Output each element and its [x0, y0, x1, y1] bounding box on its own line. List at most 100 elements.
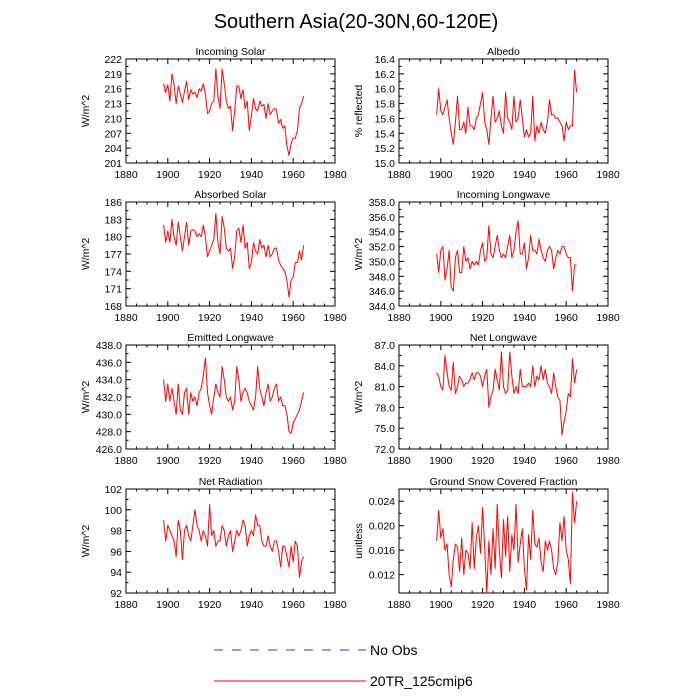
- y-tick-label: 16.0: [375, 84, 396, 96]
- y-tick-label: 0.016: [369, 545, 395, 557]
- y-tick-label: 210: [104, 113, 122, 125]
- y-tick-label: 180: [104, 232, 122, 244]
- y-tick-label: 15.4: [375, 128, 396, 140]
- x-tick-label: 1900: [156, 169, 180, 181]
- x-tick-label: 1900: [156, 312, 180, 324]
- y-tick-label: 15.0: [375, 158, 396, 170]
- x-tick-label: 1940: [513, 455, 537, 467]
- x-tick-label: 1940: [513, 599, 537, 611]
- panel-title: Emitted Longwave: [187, 332, 274, 344]
- y-tick-label: 358.0: [369, 197, 395, 209]
- y-tick-label: 219: [104, 69, 122, 81]
- legend-label-20tr: 20TR_125cmip6: [370, 673, 473, 689]
- x-tick-label: 1920: [198, 599, 222, 611]
- x-tick-label: 1900: [429, 169, 453, 181]
- panel-ground-snow-covered-fraction: Ground Snow Covered Fraction unitless 1880…: [353, 476, 620, 611]
- panel-title: Net Longwave: [470, 332, 537, 344]
- y-tick-label: 434.0: [96, 375, 122, 387]
- panel-incoming-longwave: Incoming Longwave W/m^2 1880 1900 1920 1940 19…: [353, 189, 620, 324]
- y-tick-label: 348.0: [369, 271, 395, 283]
- x-tick-label: 1980: [323, 599, 347, 611]
- panel-absorbed-solar: Absorbed Solar W/m^2 1880 1900 1920 1940 1960 1…: [80, 189, 347, 324]
- panel-net-radiation: Net Radiation W/m^2 1880 1900 1920 1940 1960 19…: [80, 476, 347, 611]
- y-tick-label: 430.0: [96, 409, 122, 421]
- x-tick-label: 1920: [471, 312, 495, 324]
- x-tick-label: 1960: [282, 455, 306, 467]
- panel-title: Net Radiation: [199, 476, 263, 488]
- y-tick-label: 346.0: [369, 286, 395, 298]
- y-tick-label: 222: [104, 54, 122, 66]
- y-axis-label: W/m^2: [353, 381, 365, 414]
- y-tick-label: 201: [104, 158, 122, 170]
- x-tick-label: 1880: [114, 599, 138, 611]
- y-tick-label: 186: [104, 197, 122, 209]
- y-tick-label: 96: [110, 546, 122, 558]
- y-tick-label: 426.0: [96, 444, 122, 456]
- legend: No Obs 20TR_125cmip6: [214, 642, 473, 689]
- x-tick-label: 1940: [240, 599, 264, 611]
- y-tick-label: 98: [110, 526, 122, 538]
- series-line-20tr-125cmip6: [436, 351, 578, 436]
- y-tick-label: 84.0: [375, 361, 396, 373]
- x-tick-label: 1880: [387, 599, 411, 611]
- panel-title: Incoming Longwave: [457, 189, 551, 201]
- y-tick-label: 204: [104, 143, 122, 155]
- x-tick-label: 1920: [471, 455, 495, 467]
- legend-label-no-obs: No Obs: [370, 642, 417, 658]
- x-tick-label: 1900: [429, 312, 453, 324]
- y-tick-label: 177: [104, 249, 122, 261]
- series-line-20tr-125cmip6: [163, 357, 305, 434]
- y-tick-label: 15.2: [375, 143, 396, 155]
- series-line-20tr-125cmip6: [163, 504, 305, 578]
- x-tick-label: 1920: [198, 455, 222, 467]
- y-axis-label: W/m^2: [80, 95, 92, 128]
- y-tick-label: 0.020: [369, 521, 395, 533]
- series-line-20tr-125cmip6: [436, 69, 578, 145]
- x-tick-label: 1880: [114, 455, 138, 467]
- y-tick-label: 352.0: [369, 242, 395, 254]
- y-tick-label: 356.0: [369, 212, 395, 224]
- y-tick-label: 168: [104, 301, 122, 313]
- x-tick-label: 1940: [513, 169, 537, 181]
- y-tick-label: 171: [104, 284, 122, 296]
- panel-title: Incoming Solar: [195, 46, 266, 58]
- y-tick-label: 81.0: [375, 382, 396, 394]
- y-tick-label: 94: [110, 567, 122, 579]
- y-tick-label: 438.0: [96, 340, 122, 352]
- x-tick-label: 1980: [596, 169, 620, 181]
- x-tick-label: 1980: [596, 599, 620, 611]
- panel-net-longwave: Net Longwave W/m^2 1880 1900 1920 1940 1960 198…: [353, 332, 620, 467]
- x-tick-label: 1880: [387, 169, 411, 181]
- y-tick-label: 15.8: [375, 99, 396, 111]
- x-tick-label: 1940: [240, 455, 264, 467]
- plot-frame: [398, 344, 609, 450]
- panel-emitted-longwave: Emitted Longwave W/m^2 1880 1900 1920 1940 196…: [80, 332, 347, 467]
- panel-title: Ground Snow Covered Fraction: [430, 476, 578, 488]
- y-axis-label: W/m^2: [80, 381, 92, 414]
- x-tick-label: 1920: [198, 169, 222, 181]
- y-axis-label: unitless: [353, 523, 365, 559]
- x-tick-label: 1940: [240, 169, 264, 181]
- y-axis-label: W/m^2: [80, 238, 92, 271]
- panel-grid: Incoming Solar W/m^2 1880 1900 1920 1940 1960 1…: [80, 46, 620, 611]
- y-tick-label: 15.6: [375, 113, 396, 125]
- y-tick-label: 207: [104, 128, 122, 140]
- x-tick-label: 1960: [555, 169, 579, 181]
- x-tick-label: 1900: [156, 455, 180, 467]
- x-tick-label: 1980: [323, 312, 347, 324]
- x-tick-label: 1940: [513, 312, 537, 324]
- y-tick-label: 72.0: [375, 444, 396, 456]
- x-tick-label: 1960: [282, 599, 306, 611]
- x-tick-label: 1880: [114, 312, 138, 324]
- y-tick-label: 436.0: [96, 357, 122, 369]
- y-tick-label: 102: [104, 484, 122, 496]
- x-tick-label: 1900: [429, 599, 453, 611]
- plot-frame: [125, 201, 336, 307]
- panel-albedo: Albedo % reflected 1880 1900 1920 1940 1960 198…: [353, 46, 620, 181]
- y-tick-label: 16.4: [375, 54, 396, 66]
- y-tick-label: 92: [110, 588, 122, 600]
- figure-title: Southern Asia(20-30N,60-120E): [214, 11, 499, 33]
- y-tick-label: 174: [104, 266, 122, 278]
- panel-title: Albedo: [487, 46, 520, 58]
- y-tick-label: 16.2: [375, 69, 396, 81]
